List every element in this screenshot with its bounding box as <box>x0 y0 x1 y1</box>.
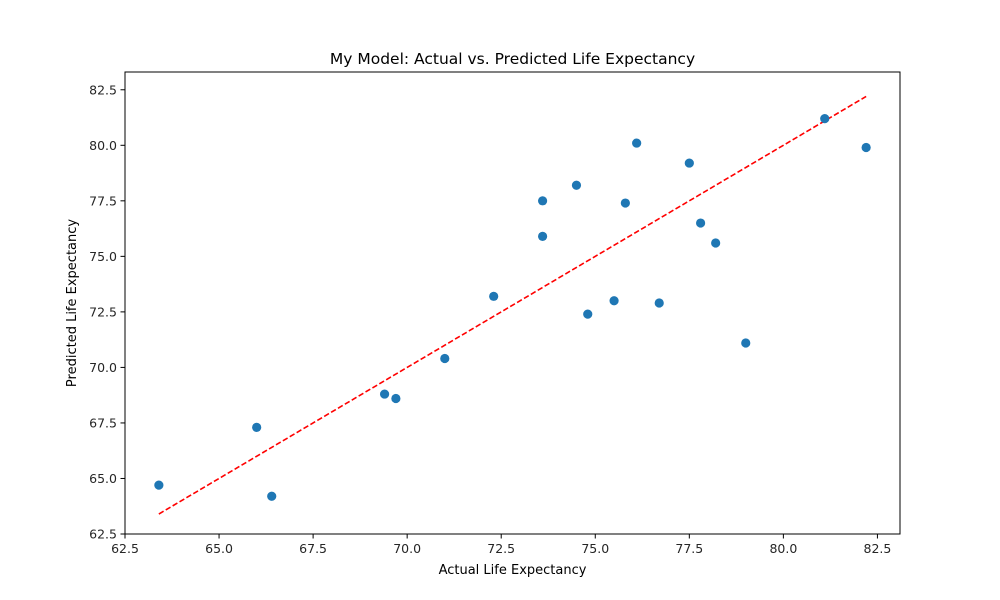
scatter-point <box>696 218 706 228</box>
x-tick-label: 72.5 <box>487 541 515 556</box>
x-tick-label: 80.0 <box>769 541 797 556</box>
y-tick-label: 70.0 <box>89 360 117 375</box>
scatter-point <box>379 389 390 399</box>
x-tick-label: 65.0 <box>205 541 233 556</box>
x-tick-label: 67.5 <box>299 541 327 556</box>
y-tick-label: 67.5 <box>89 415 117 430</box>
x-tick-label: 77.5 <box>675 541 703 556</box>
scatter-point <box>537 196 548 206</box>
scatter-point <box>861 142 871 153</box>
y-axis-label: Predicted Life Expectancy <box>65 219 80 387</box>
points-layer <box>154 114 871 501</box>
x-tick-label: 70.0 <box>393 541 421 556</box>
x-tick-label: 75.0 <box>581 541 609 556</box>
scatter-point <box>391 393 401 404</box>
y-tick-label: 82.5 <box>89 82 117 97</box>
plot-frame <box>124 71 901 535</box>
scatter-point <box>154 480 164 490</box>
scatter-point <box>684 158 694 168</box>
scatter-point <box>440 353 450 364</box>
reference-line <box>158 95 867 515</box>
scatter-point <box>489 291 499 301</box>
scatter-point <box>609 296 619 306</box>
scatter-point <box>741 338 751 348</box>
chart-title: My Model: Actual vs. Predicted Life Expe… <box>330 50 695 68</box>
scatter-point <box>654 298 664 308</box>
scatter-point <box>537 231 548 241</box>
scatter-point <box>571 180 582 190</box>
x-axis-label: Actual Life Expectancy <box>439 563 587 578</box>
scatter-point <box>711 238 721 248</box>
reference-line-layer <box>158 95 867 515</box>
y-tick-label: 72.5 <box>89 304 117 319</box>
x-tick-label: 82.5 <box>864 541 892 556</box>
y-tick-label: 62.5 <box>89 527 117 542</box>
y-axis: 62.5 65.0 67.5 70.0 72.5 75.0 77.5 80.0 82.5 <box>89 82 125 542</box>
scatter-point <box>267 491 277 501</box>
y-tick-label: 75.0 <box>89 249 117 264</box>
scatter-point <box>620 198 630 208</box>
scatter-point <box>632 138 642 148</box>
y-tick-label: 65.0 <box>89 471 117 486</box>
y-tick-label: 80.0 <box>89 138 117 153</box>
x-tick-label: 62.5 <box>111 541 139 556</box>
x-axis: 62.5 65.0 67.5 70.0 72.5 75.0 77.5 80.0 82.5 <box>111 534 891 556</box>
scatter-point <box>583 309 593 319</box>
y-tick-label: 77.5 <box>89 193 117 208</box>
scatter-point <box>252 422 262 432</box>
scatter-point <box>820 114 830 124</box>
